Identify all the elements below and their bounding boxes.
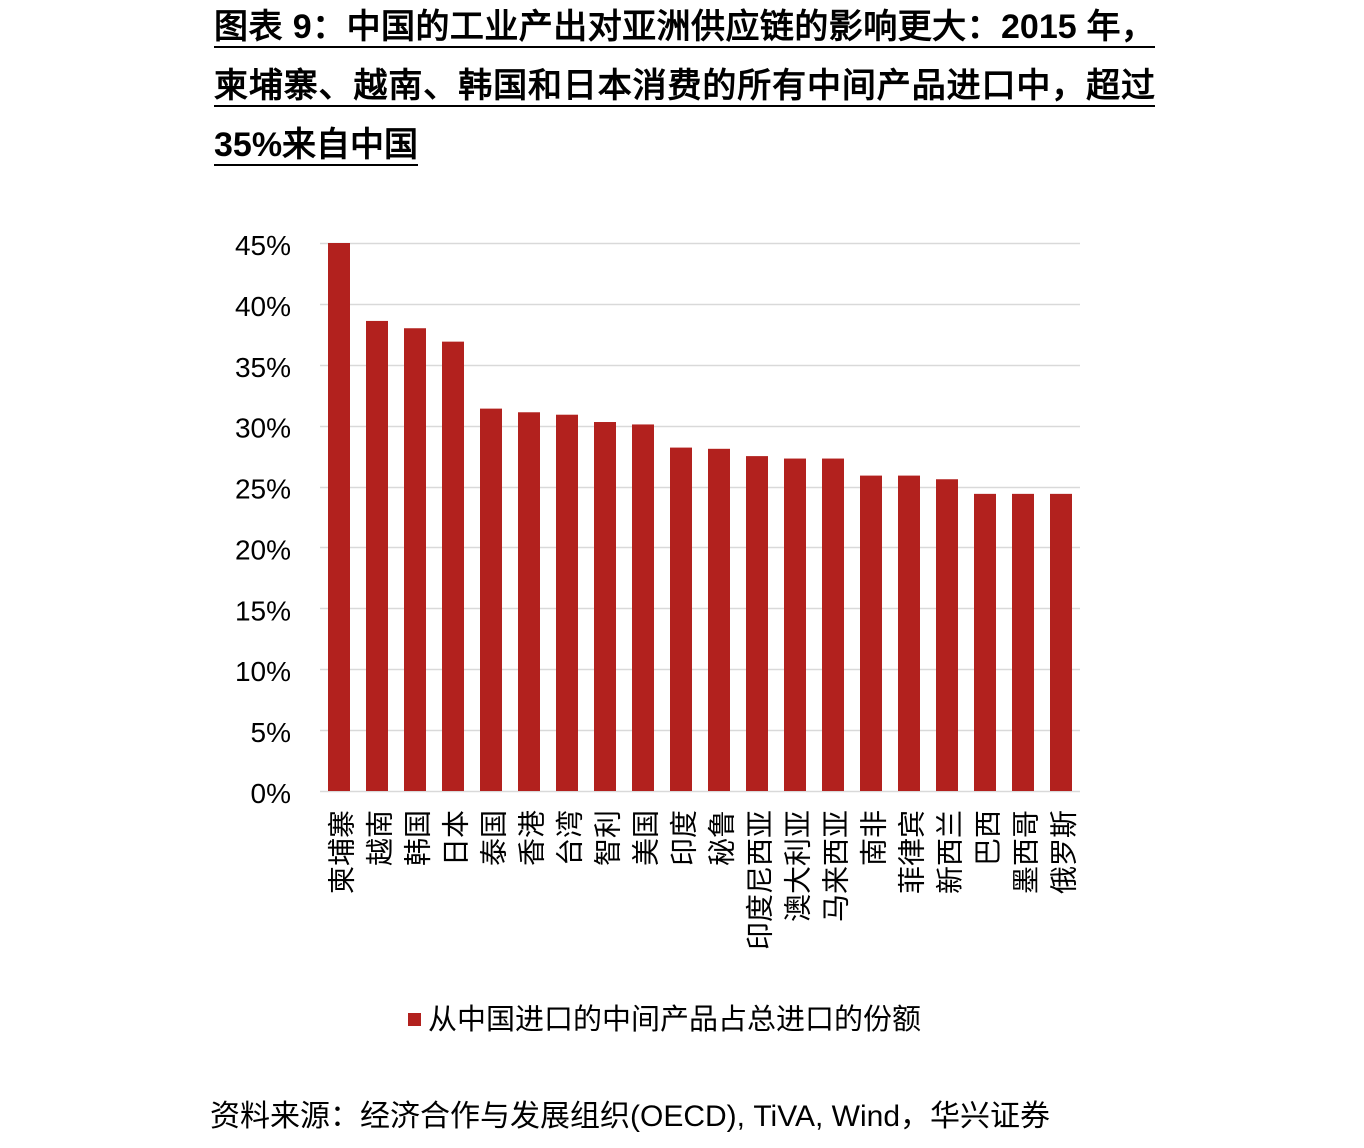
chart-title-line-2: 柬埔寨、越南、韩国和日本消费的所有中间产品进口中，超过 — [214, 67, 1155, 107]
y-tick-label: 45% — [235, 230, 291, 261]
bar-20 — [1050, 493, 1072, 791]
bar-18 — [974, 493, 996, 791]
bar-5 — [480, 408, 502, 791]
x-tick-label: 香港 — [517, 810, 548, 866]
chart-title: 图表 9：中国的工业产出对亚洲供应链的影响更大：2015 年， 柬埔寨、越南、韩… — [214, 8, 1155, 185]
y-axis: 0% 5% 10% 15% 20% 25% 30% 35% 40% 45% — [235, 230, 291, 809]
bar-10 — [670, 447, 692, 791]
x-tick-label: 澳大利亚 — [783, 810, 814, 922]
chart-title-line-3: 35%来自中国 — [214, 126, 419, 166]
x-axis: 柬埔寨 越南 韩国 日本 泰国 香港 台湾 智利 美国 印度 秘鲁 印度尼西亚 澳大利亚 马来西亚 南非 菲律… — [327, 810, 1080, 950]
bar-8 — [594, 422, 616, 791]
y-tick-label: 30% — [235, 413, 291, 444]
y-tick-label: 25% — [235, 474, 291, 505]
y-tick-label: 10% — [235, 656, 291, 687]
bar-17 — [936, 479, 958, 791]
x-tick-label: 菲律宾 — [897, 810, 928, 894]
y-tick-label: 15% — [235, 595, 291, 626]
x-tick-label: 韩国 — [403, 810, 434, 866]
x-tick-label: 越南 — [365, 810, 396, 866]
source-note: 资料来源：经济合作与发展组织(OECD), TiVA, Wind，华兴证券 — [210, 1100, 1051, 1133]
bar-16 — [898, 475, 920, 791]
bar-6 — [518, 412, 540, 791]
bar-2 — [366, 320, 388, 791]
bar-1 — [328, 243, 350, 791]
chart-title-line-1: 图表 9：中国的工业产出对亚洲供应链的影响更大：2015 年， — [214, 8, 1155, 48]
x-tick-label: 日本 — [441, 810, 472, 866]
y-tick-label: 5% — [251, 717, 291, 748]
bar-11 — [708, 448, 730, 791]
x-tick-label: 秘鲁 — [707, 810, 738, 866]
bar-4 — [442, 341, 464, 791]
x-tick-label: 俄罗斯 — [1049, 810, 1080, 894]
x-tick-label: 台湾 — [555, 810, 586, 866]
bar-13 — [784, 458, 806, 791]
x-tick-label: 印度 — [669, 810, 700, 866]
y-tick-label: 0% — [251, 778, 291, 809]
bar-3 — [404, 328, 426, 791]
x-tick-label: 巴西 — [973, 810, 1004, 866]
bar-9 — [632, 424, 654, 791]
y-tick-label: 35% — [235, 352, 291, 383]
bar-12 — [746, 456, 768, 791]
legend-swatch — [408, 1013, 421, 1026]
x-tick-label: 印度尼西亚 — [745, 810, 776, 950]
x-tick-label: 墨西哥 — [1011, 810, 1042, 894]
bar-series — [328, 243, 1072, 791]
bar-7 — [556, 414, 578, 791]
bar-14 — [822, 458, 844, 791]
y-tick-label: 20% — [235, 534, 291, 565]
x-tick-label: 南非 — [859, 810, 890, 866]
x-tick-label: 马来西亚 — [821, 810, 852, 922]
bar-15 — [860, 475, 882, 791]
legend-label: 从中国进口的中间产品占总进口的份额 — [428, 1003, 921, 1036]
y-tick-label: 40% — [235, 291, 291, 322]
legend: 从中国进口的中间产品占总进口的份额 — [408, 1003, 921, 1036]
x-tick-label: 新西兰 — [935, 810, 966, 894]
gridlines — [320, 242, 1080, 793]
bar-19 — [1012, 493, 1034, 791]
x-tick-label: 美国 — [631, 810, 662, 866]
x-tick-label: 柬埔寨 — [327, 810, 358, 894]
x-tick-label: 智利 — [593, 810, 624, 866]
x-tick-label: 泰国 — [479, 810, 510, 866]
